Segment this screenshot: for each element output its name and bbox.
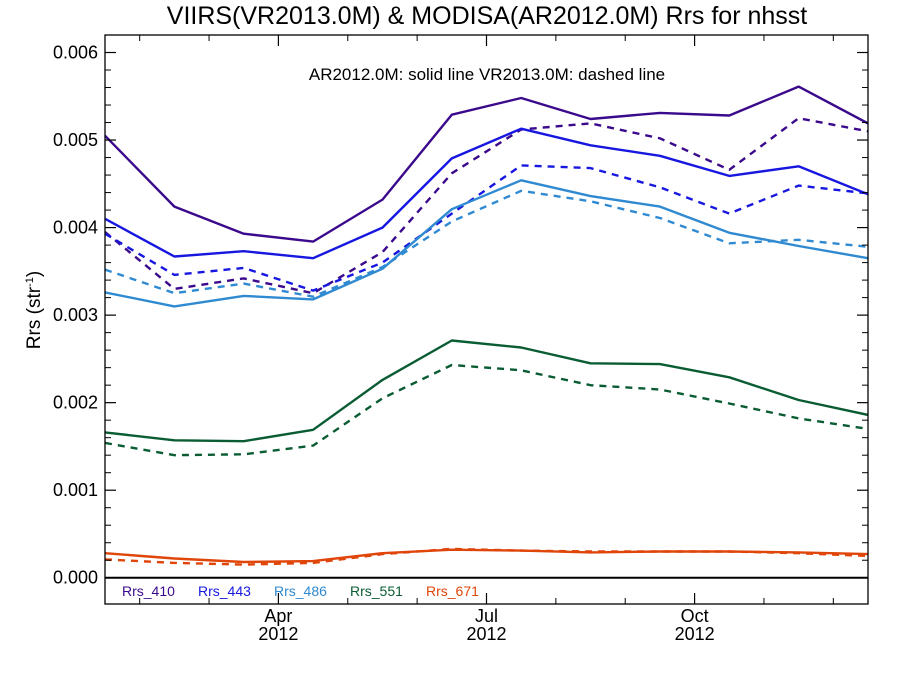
x-tick-label-year: 2012: [258, 624, 298, 644]
rrs-443-solid-line: [105, 127, 868, 260]
y-axis-label-sup: -1: [24, 277, 36, 287]
y-tick-label: 0.000: [53, 568, 98, 588]
legend-entry-rrs-486: Rrs_486: [274, 583, 327, 599]
rrs-486-dashed-line: [105, 189, 868, 298]
y-tick-label: 0.006: [53, 43, 98, 63]
rrs-671-solid-line: [105, 548, 868, 564]
y-axis-label-base: Rrs (str: [24, 286, 45, 349]
rrs-443-dashed-line: [105, 164, 868, 292]
x-tick-label-year: 2012: [675, 624, 715, 644]
y-tick-label: 0.004: [53, 218, 98, 238]
y-tick-label: 0.003: [53, 305, 98, 325]
y-axis-label-close: ): [24, 271, 45, 277]
legend: Rrs_410 Rrs_443 Rrs_486 Rrs_551 Rrs_671: [122, 583, 479, 599]
x-tick-label-month: Jul: [475, 606, 498, 626]
series-lines: [105, 85, 868, 579]
rrs-551-dashed-line: [105, 363, 868, 457]
y-tick-label: 0.005: [53, 130, 98, 150]
rrs-410-dashed-line: [105, 116, 868, 295]
legend-entry-rrs-443: Rrs_443: [198, 583, 251, 599]
y-tick-label: 0.001: [53, 480, 98, 500]
rrs-410-solid-line: [105, 85, 868, 243]
line-style-annotation: AR2012.0M: solid line VR2013.0M: dashed …: [309, 65, 665, 84]
plot-frame: [104, 34, 869, 605]
rrs-671-dashed-line: [105, 547, 868, 566]
y-tick-label: 0.002: [53, 393, 98, 413]
axis-layer: 0.0000.0010.0020.0030.0040.0050.006Apr20…: [53, 34, 869, 644]
x-tick-label-month: Apr: [264, 606, 292, 626]
chart-title: VIIRS(VR2013.0M) & MODISA(AR2012.0M) Rrs…: [167, 2, 808, 30]
plot-layer: [105, 85, 868, 579]
rrs-551-solid-line: [105, 339, 868, 443]
rrs-486-solid-line: [105, 179, 868, 308]
legend-entry-rrs-410: Rrs_410: [122, 583, 175, 599]
legend-entry-rrs-671: Rrs_671: [426, 583, 479, 599]
x-tick-label-year: 2012: [466, 624, 506, 644]
x-tick-label-month: Oct: [681, 606, 709, 626]
y-axis-label: Rrs (str-1): [24, 271, 45, 349]
legend-entry-rrs-551: Rrs_551: [350, 583, 403, 599]
